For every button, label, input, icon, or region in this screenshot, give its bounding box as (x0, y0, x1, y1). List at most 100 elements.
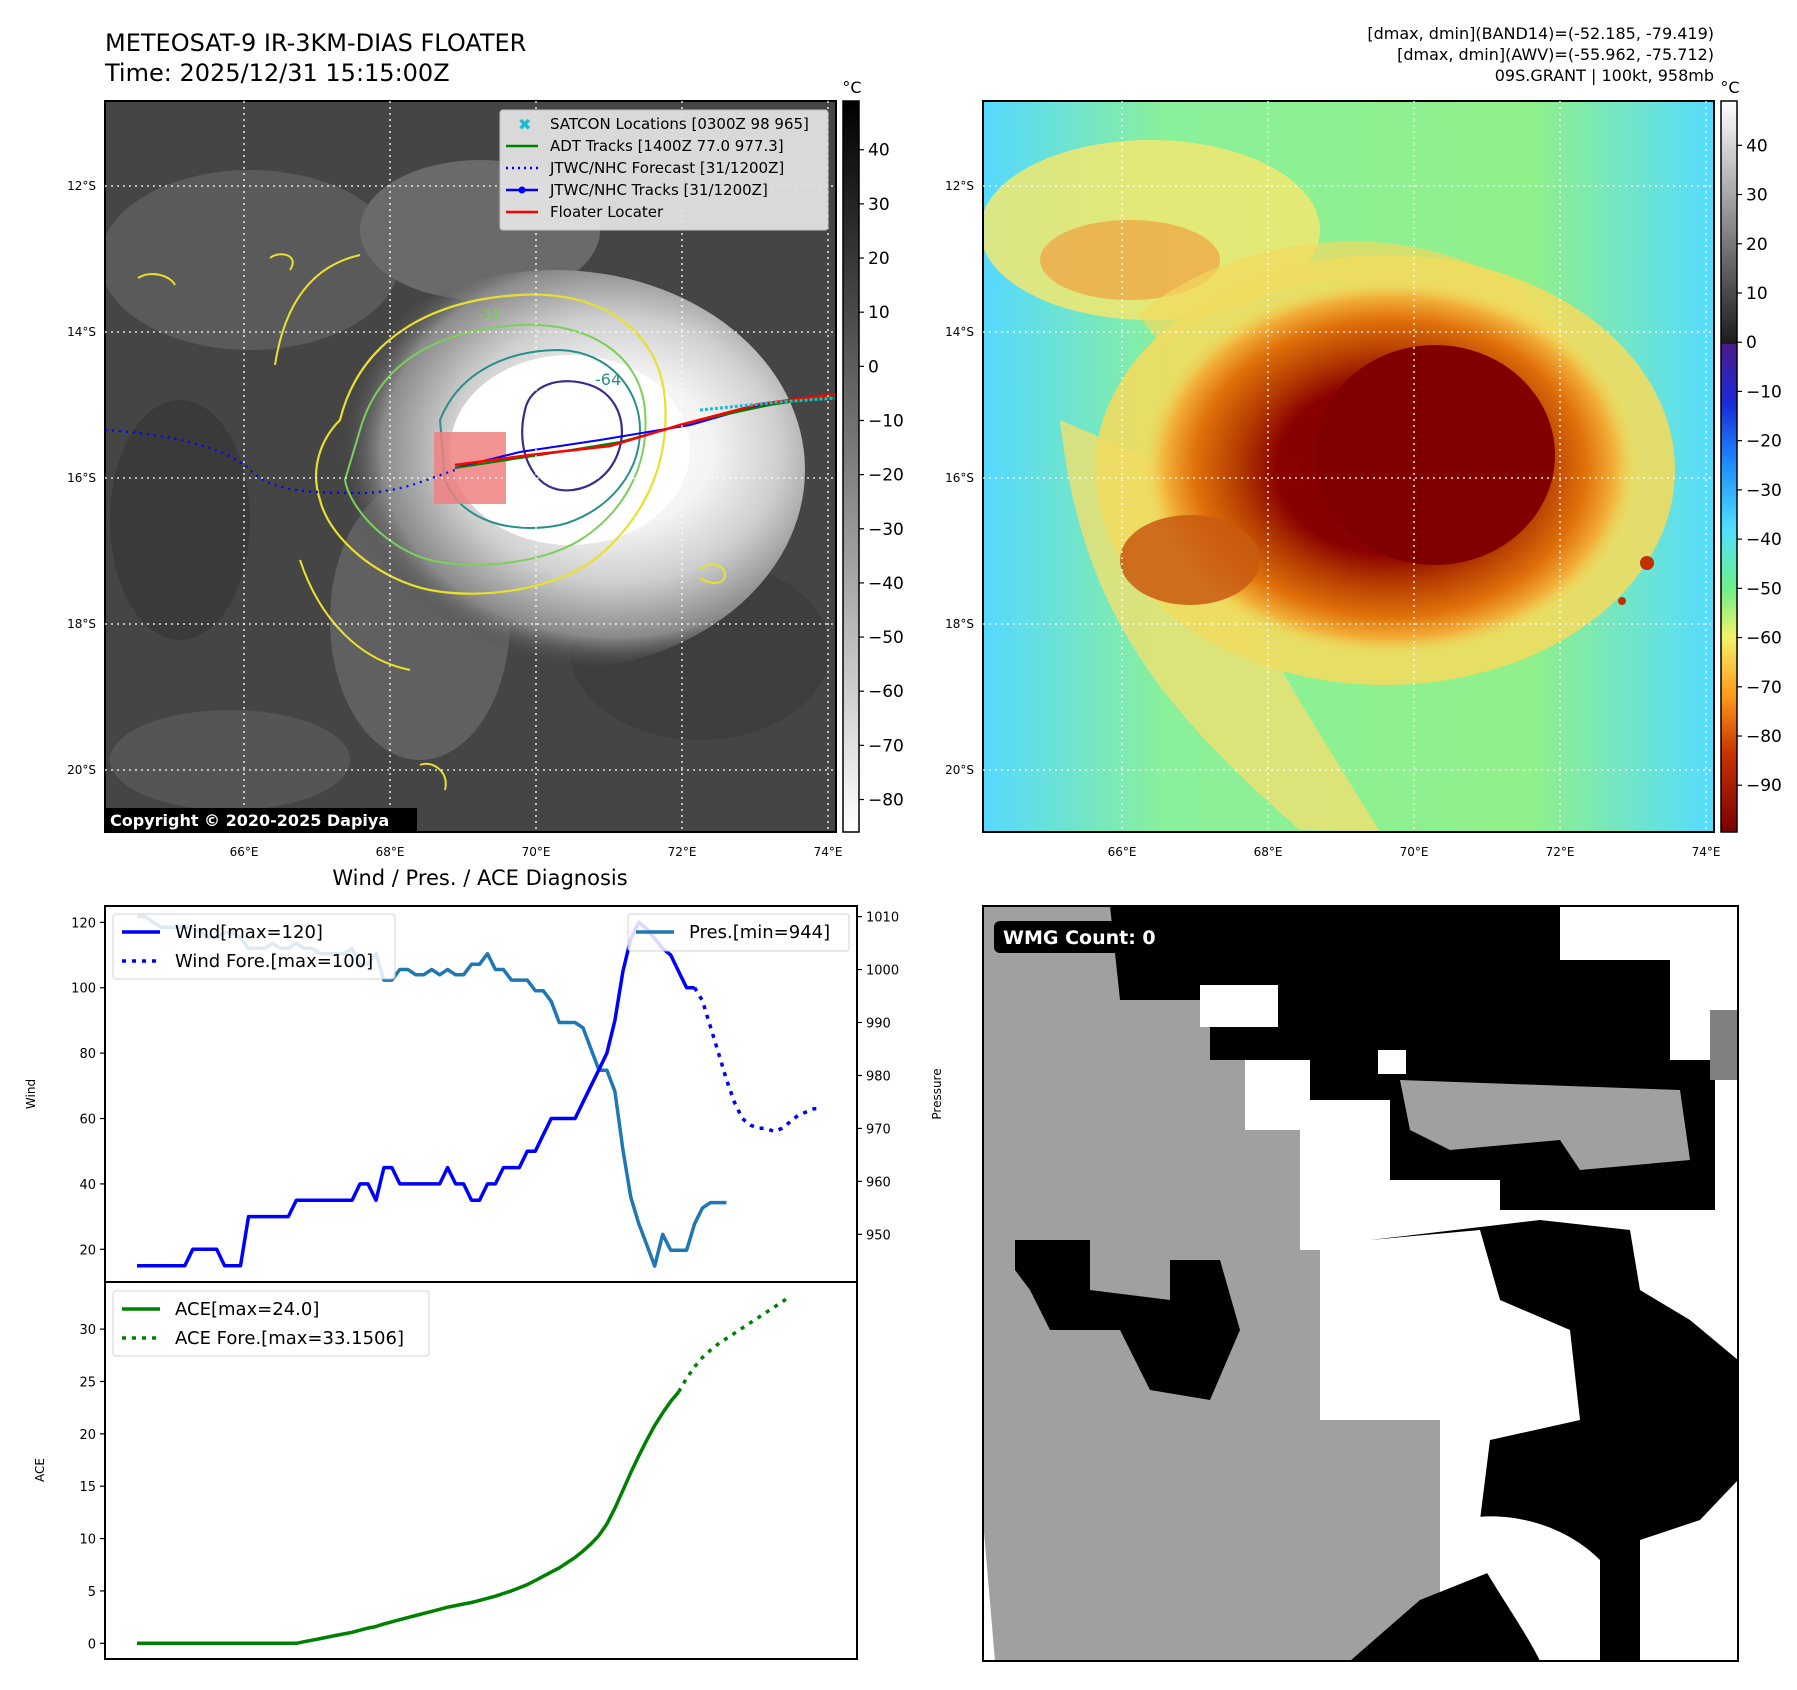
ir-colorbar-tick-label: 20 (868, 249, 890, 269)
ir-colorbar-tick-label: 30 (868, 195, 890, 215)
awv-satellite-image (983, 101, 1714, 832)
awv-colorbar-tick-label: −50 (1746, 579, 1782, 599)
pressure-axis-tick-label: 950 (866, 1228, 891, 1243)
awv-lon-72: 72°E (1546, 845, 1575, 859)
awv-colorbar-tick-label: −60 (1746, 629, 1782, 649)
awv-range: [dmax, dmin](AWV)=(-55.962, -75.712) (1397, 45, 1714, 64)
pressure-axis-tick-label: 980 (866, 1069, 891, 1084)
jtwc-forecast-track (105, 428, 456, 495)
ace-axis-tick-label: 5 (88, 1585, 96, 1600)
awv-lat-12: 12°S (945, 179, 974, 193)
wind-series-line (137, 920, 695, 1268)
awv-lon-68: 68°E (1254, 845, 1283, 859)
ir-colorbar-tick-label: −70 (868, 736, 904, 756)
pressure-axis-tick-label: 990 (866, 1017, 891, 1032)
band14-range: [dmax, dmin](BAND14)=(-52.185, -79.419) (1367, 24, 1714, 43)
wmg-image (983, 906, 1738, 1661)
contour-label-64: -64 (595, 370, 621, 389)
awv-colorbar-tick-label: −30 (1746, 481, 1782, 501)
legend-floater: Floater Locater (550, 203, 664, 221)
wmg-count-badge: WMG Count: 0 (1003, 927, 1156, 949)
ace-axis-tick-label: 0 (88, 1637, 96, 1652)
awv-colorbar-tick-label: −80 (1746, 727, 1782, 747)
awv-lon-74: 74°E (1692, 845, 1721, 859)
ace-series-line (137, 1390, 680, 1646)
wind-legend: Wind[max=120] Wind Fore.[max=100] (112, 913, 396, 980)
pressure-axis-tick-label: 970 (866, 1122, 891, 1137)
ir-lat-16: 16°S (67, 471, 96, 485)
pressure-legend: Pres.[min=944] (627, 913, 850, 952)
ir-lat-14: 14°S (67, 325, 96, 339)
wind-axis-label: Wind (24, 1079, 38, 1109)
ace-axis-tick-label: 25 (79, 1375, 96, 1390)
ir-lat-12: 12°S (67, 179, 96, 193)
awv-colorbar-tick-label: 10 (1746, 284, 1768, 304)
ir-colorbar-tick-label: −80 (868, 791, 904, 811)
legend-adt: ADT Tracks [1400Z 77.0 977.3] (550, 137, 784, 155)
wind-axis-tick-label: 60 (79, 1113, 96, 1128)
pressure-axis-tick-label: 960 (866, 1175, 891, 1190)
ir-colorbar-tick-label: −20 (868, 466, 904, 486)
floater-track (454, 392, 836, 467)
legend-jtwc-tracks: JTWC/NHC Tracks [31/1200Z] (549, 181, 768, 199)
pressure-axis-label: Pressure (930, 1068, 944, 1119)
ir-colorbar-tick-label: 10 (868, 303, 890, 323)
awv-colorbar-tick-label: −10 (1746, 382, 1782, 402)
satcon-points (699, 396, 836, 412)
ir-lon-70: 70°E (522, 845, 551, 859)
wmg-panel: WMG Count: 0 (982, 905, 1739, 1662)
ace-axis-tick-label: 30 (79, 1323, 96, 1338)
ir-lat-labels: 12°S 14°S 16°S 18°S 20°S (67, 179, 96, 777)
awv-lat-18: 18°S (945, 617, 974, 631)
legend-satcon: SATCON Locations [0300Z 98 965] (550, 115, 809, 133)
ace-axis-tick-label: 20 (79, 1428, 96, 1443)
ir-colorbar-tick-label: −40 (868, 574, 904, 594)
awv-lat-labels: 12°S 14°S 16°S 18°S 20°S (945, 179, 974, 777)
wind-axis-tick-label: 120 (71, 916, 96, 931)
legend-ace: ACE[max=24.0] (175, 1299, 319, 1320)
awv-gridlines (983, 101, 1714, 832)
awv-colorbar-tick-label: 40 (1746, 136, 1768, 156)
awv-lat-20: 20°S (945, 763, 974, 777)
ir-colorbar: °C 40 30 20 10 0 −10 −20 −30 −40 −50 −60 −70 −80 (842, 78, 904, 833)
ir-lat-20: 20°S (67, 763, 96, 777)
awv-colorbar: °C 40 30 20 10 0 −10 −20 −30 −40 −50 −60 −70 −80 −90 (1720, 78, 1782, 833)
ir-lon-74: 74°E (814, 845, 843, 859)
awv-lat-16: 16°S (945, 471, 974, 485)
pressure-axis-tick-label: 1000 (866, 964, 899, 979)
copyright: Copyright © 2020-2025 Dapiya (110, 811, 389, 830)
pressure-axis-tick-label: 1010 (866, 911, 899, 926)
ir-colorbar-tick-label: −60 (868, 682, 904, 702)
ir-map-panel: -64 -31 ✖ SATCON Locations [0300Z 98 965… (67, 100, 843, 859)
ace-axis-label: ACE (33, 1458, 47, 1482)
awv-colorbar-tick-label: −20 (1746, 432, 1782, 452)
ace-legend: ACE[max=24.0] ACE Fore.[max=33.1506] (112, 1290, 430, 1357)
ir-legend: ✖ SATCON Locations [0300Z 98 965] ADT Tr… (499, 109, 829, 231)
ir-lon-68: 68°E (376, 845, 405, 859)
ir-lat-18: 18°S (67, 617, 96, 631)
wind-forecast-series-line (693, 986, 822, 1134)
awv-lat-14: 14°S (945, 325, 974, 339)
ir-colorbar-tick-label: −30 (868, 520, 904, 540)
legend-pressure: Pres.[min=944] (689, 922, 830, 943)
awv-colorbar-tick-label: −70 (1746, 678, 1782, 698)
ir-lon-66: 66°E (230, 845, 259, 859)
figure-title: METEOSAT-9 IR-3KM-DIAS FLOATER (105, 29, 526, 57)
wind-axis-tick-label: 40 (79, 1178, 96, 1193)
ace-forecast-series-line (677, 1294, 792, 1393)
awv-colorbar-tick-label: 30 (1746, 186, 1768, 206)
ir-colorbar-tick-label: 40 (868, 141, 890, 161)
awv-map-panel: 12°S 14°S 16°S 18°S 20°S 66°E 68°E 70°E … (945, 100, 1721, 859)
figure-time: Time: 2025/12/31 15:15:00Z (104, 59, 450, 87)
ir-lon-72: 72°E (668, 845, 697, 859)
diagnosis-chart: Wind / Pres. / ACE Diagnosis Wind Pressu… (24, 866, 944, 1660)
ace-axis-tick-label: 10 (79, 1533, 96, 1548)
ir-colorbar-tick-label: 0 (868, 357, 879, 377)
awv-lon-66: 66°E (1108, 845, 1137, 859)
ir-colorbar-tick-label: −50 (868, 628, 904, 648)
legend-ace-forecast: ACE Fore.[max=33.1506] (175, 1328, 404, 1349)
awv-colorbar-unit: °C (1720, 78, 1739, 97)
storm-info: 09S.GRANT | 100kt, 958mb (1495, 66, 1714, 85)
floater-box (434, 432, 506, 504)
